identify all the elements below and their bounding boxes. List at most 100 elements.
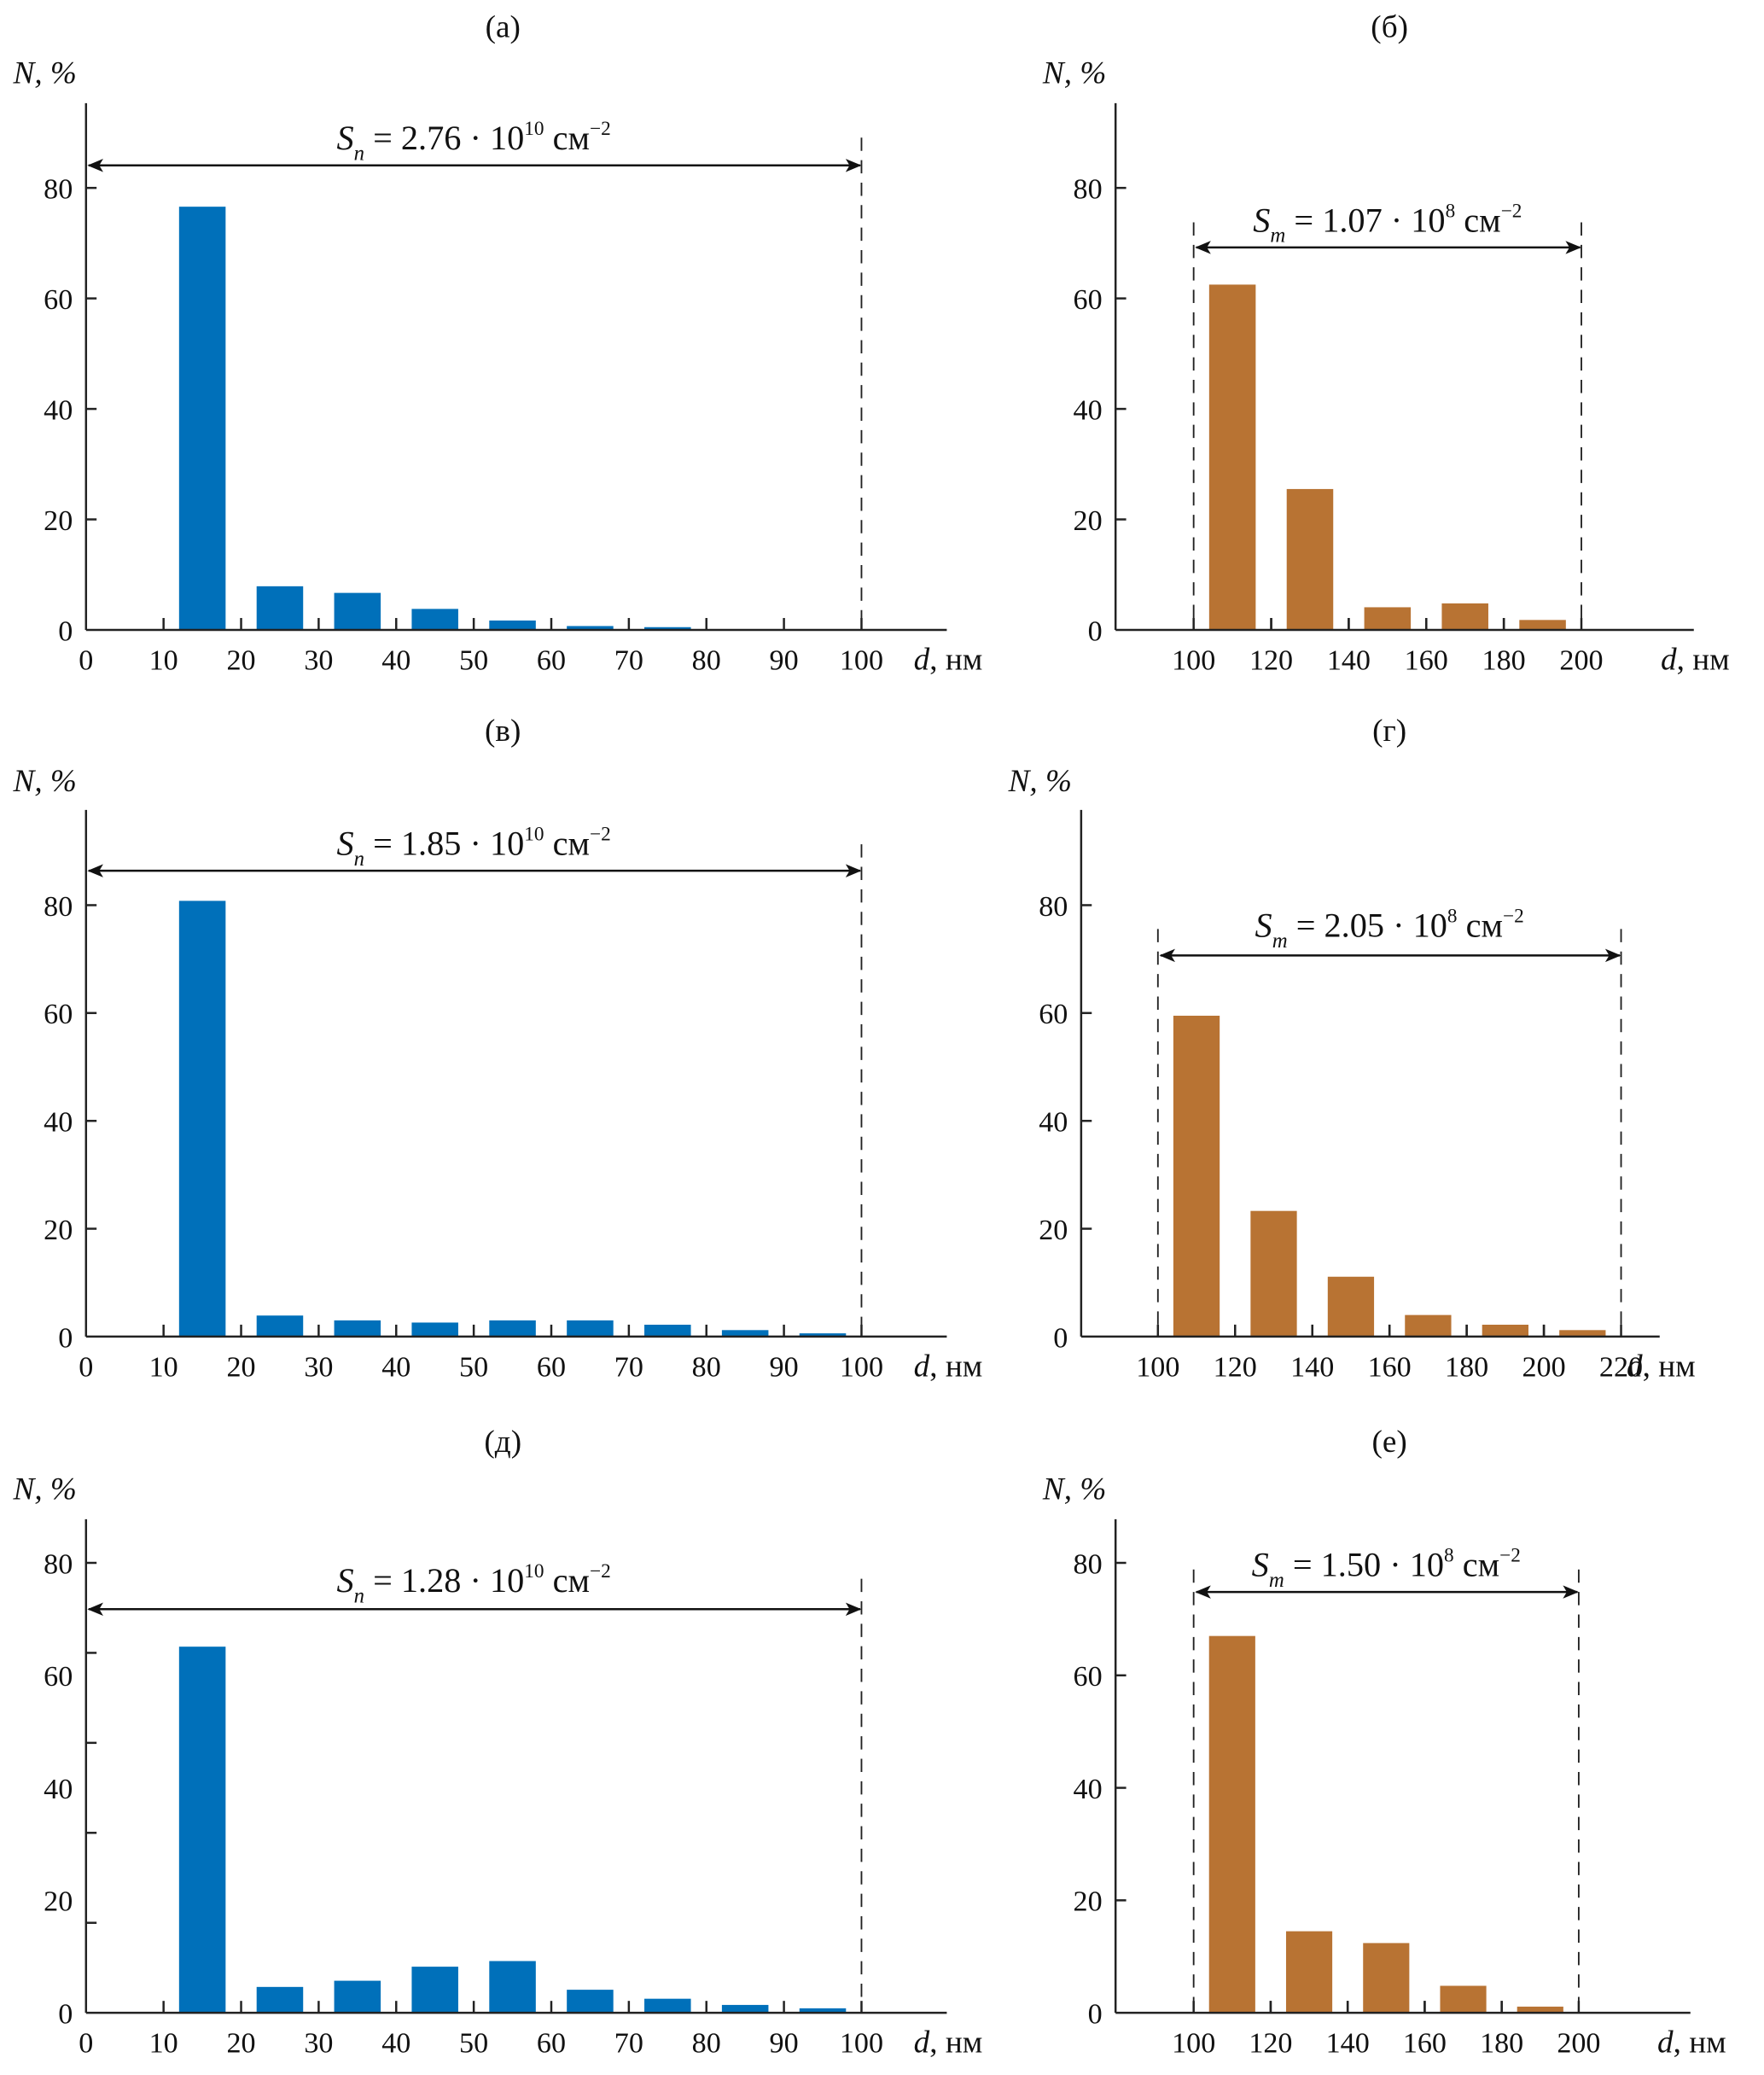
x-tick-label: 100: [840, 1351, 883, 1383]
bar: [1441, 603, 1488, 630]
x-tick-label: 30: [304, 644, 333, 676]
panel-label: (а): [486, 9, 521, 44]
x-tick-label: 70: [614, 644, 643, 676]
x-tick-label: 180: [1445, 1351, 1488, 1383]
y-axis-label: N, %: [1042, 56, 1106, 91]
y-tick-label: 60: [1074, 284, 1103, 316]
x-tick-label: 180: [1480, 2028, 1523, 2060]
bar: [1559, 1330, 1606, 1337]
x-tick-label: 50: [459, 644, 488, 676]
x-tick-label: 200: [1559, 644, 1603, 676]
bar: [799, 2008, 847, 2014]
x-tick-label: 0: [79, 2028, 93, 2060]
x-axis-label: d, нм: [1627, 1349, 1696, 1384]
panel-a: (а) N, % 0 20 40 60 80 0 10 20 30 40 50 60 70 80 90 100 d,…: [13, 9, 983, 677]
x-tick-label: 100: [840, 644, 883, 676]
bar: [1173, 1015, 1220, 1337]
y-axis-label: N, %: [13, 56, 77, 91]
bar: [1208, 1635, 1255, 2014]
x-tick-label: 80: [692, 2028, 721, 2060]
density-annotation: Sn = 1.28 · 1010 см−2: [336, 1560, 610, 1607]
panel-g: (г) N, % 0 20 40 60 80 100 120 140 160 180 200 220d, …: [1008, 714, 1696, 1384]
bar: [489, 1961, 536, 2014]
x-tick-label: 120: [1249, 644, 1293, 676]
x-tick-label: 120: [1214, 1351, 1257, 1383]
bar: [721, 2004, 769, 2014]
x-tick-label: 70: [614, 1351, 643, 1383]
x-tick-label: 40: [381, 1351, 410, 1383]
x-tick-label: 20: [226, 1351, 255, 1383]
bar: [644, 1324, 691, 1337]
bar: [644, 1998, 691, 2014]
x-tick-label: 180: [1482, 644, 1526, 676]
y-tick-label: 60: [44, 999, 73, 1030]
bar: [178, 901, 226, 1337]
x-tick-label: 60: [537, 644, 566, 676]
bar: [1285, 1931, 1333, 2014]
y-tick-label: 60: [1039, 999, 1068, 1030]
y-tick-label: 40: [1074, 394, 1103, 426]
bar: [1519, 620, 1566, 630]
y-tick-label: 80: [44, 1548, 73, 1580]
bar: [411, 609, 458, 630]
bar: [1517, 2006, 1563, 2014]
panel-label: (д): [484, 1425, 521, 1460]
y-tick-label: 80: [44, 891, 73, 923]
bar: [1286, 488, 1334, 630]
x-tick-label: 40: [381, 644, 410, 676]
density-annotation: Sm = 2.05 · 108 см−2: [1255, 906, 1524, 953]
density-annotation: Sm = 1.50 · 108 см−2: [1252, 1544, 1521, 1591]
panel-b: (б) N, % 0 20 40 60 80 100 120 140 160 180 200 d, нм S…: [1042, 9, 1730, 677]
y-tick-label: 60: [44, 284, 73, 316]
x-tick-label: 0: [79, 644, 93, 676]
y-tick-label: 0: [1053, 1322, 1068, 1354]
x-tick-label: 220: [1599, 1351, 1643, 1383]
bar: [1482, 1324, 1528, 1337]
bar: [721, 1330, 769, 1337]
bar: [178, 1647, 226, 2014]
y-tick-label: 0: [1088, 615, 1103, 647]
x-tick-label: 50: [459, 1351, 488, 1383]
bar: [1364, 607, 1412, 630]
bar: [256, 1986, 304, 2014]
bar: [1250, 1210, 1297, 1337]
x-tick-label: 80: [692, 1351, 721, 1383]
x-axis-label: d, нм: [1657, 2025, 1726, 2060]
x-tick-label: 50: [459, 2028, 488, 2060]
y-tick-label: 20: [1074, 1886, 1103, 1918]
bar: [567, 1320, 614, 1337]
bar: [567, 626, 614, 630]
x-tick-label: 60: [537, 1351, 566, 1383]
bar: [1208, 284, 1256, 630]
density-annotation: Sn = 1.85 · 1010 см−2: [336, 823, 610, 870]
panel-v: (в) N, % 0 20 40 60 80 0 10 20 30 40 50 60 70 80 90 100 d,…: [13, 714, 983, 1384]
x-tick-label: 30: [304, 2028, 333, 2060]
bar: [799, 1333, 847, 1337]
x-tick-label: 120: [1249, 2028, 1292, 2060]
y-tick-label: 40: [44, 1774, 73, 1805]
panel-d: (д) N, % 0 20 40 60 80 0 10 20 30 40 50 60 70 80 90 100 d,…: [13, 1425, 983, 2060]
x-tick-label: 80: [692, 644, 721, 676]
y-tick-label: 20: [44, 1886, 73, 1918]
bar: [411, 1322, 458, 1337]
x-tick-label: 20: [226, 2028, 255, 2060]
panel-label: (г): [1372, 714, 1406, 749]
x-tick-label: 90: [770, 2028, 799, 2060]
bar: [178, 207, 226, 630]
y-tick-label: 20: [44, 1215, 73, 1246]
x-tick-label: 140: [1290, 1351, 1334, 1383]
x-axis-label: d, нм: [1661, 642, 1730, 677]
density-annotation: Sn = 2.76 · 1010 см−2: [336, 118, 610, 165]
bar: [1363, 1943, 1410, 2014]
bar: [334, 1320, 381, 1337]
panel-e: (е) N, % 0 20 40 60 80 100 120 140 160 180 200 d, нм S…: [1042, 1425, 1726, 2060]
y-tick-label: 0: [1088, 1999, 1103, 2031]
x-tick-label: 70: [614, 2028, 643, 2060]
panel-label: (б): [1371, 9, 1408, 44]
x-tick-label: 140: [1327, 644, 1371, 676]
y-tick-label: 20: [1039, 1215, 1068, 1246]
x-tick-label: 40: [381, 2028, 410, 2060]
bar: [1327, 1276, 1375, 1337]
y-tick-label: 40: [44, 394, 73, 426]
panel-label: (в): [485, 714, 521, 749]
